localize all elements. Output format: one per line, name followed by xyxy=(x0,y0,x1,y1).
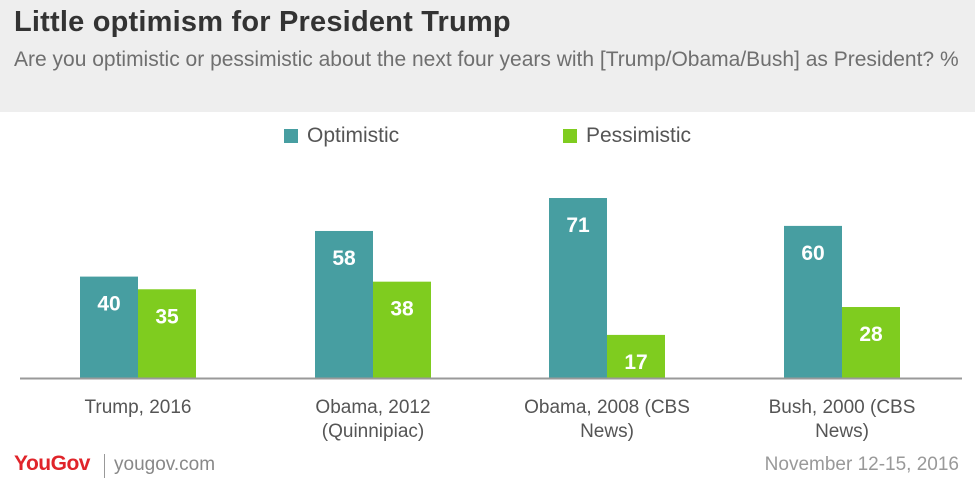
bar-pessimistic-2 xyxy=(607,334,665,378)
chart-subtitle: Are you optimistic or pessimistic about … xyxy=(14,48,959,71)
bar-optimistic-3 xyxy=(784,225,842,378)
legend-label-pessimistic: Pessimistic xyxy=(586,124,692,147)
header-band: Little optimism for President Trump Are … xyxy=(0,0,975,112)
legend-swatch-optimistic xyxy=(284,129,298,143)
data-label-optimistic-3: 60 xyxy=(801,242,824,265)
legend-swatch-pessimistic xyxy=(563,129,577,143)
data-label-pessimistic-1: 38 xyxy=(390,298,414,321)
footer-date: November 12-15, 2016 xyxy=(764,454,959,475)
bar-optimistic-0 xyxy=(80,276,138,378)
data-label-pessimistic-2: 17 xyxy=(624,351,647,374)
x-tick-label-3: Bush, 2000 (CBS News) xyxy=(769,397,916,442)
yougov-logo: YouGov xyxy=(14,452,90,475)
data-label-optimistic-1: 58 xyxy=(332,247,356,270)
data-label-pessimistic-3: 28 xyxy=(859,323,883,346)
chart-title: Little optimism for President Trump xyxy=(14,6,511,38)
footer-divider xyxy=(104,454,105,478)
bar-pessimistic-0 xyxy=(138,289,196,378)
data-label-pessimistic-0: 35 xyxy=(155,305,179,328)
x-tick-label-1: Obama, 2012 (Quinnipiac) xyxy=(315,397,430,442)
bar-optimistic-1 xyxy=(315,230,373,378)
legend-label-optimistic: Optimistic xyxy=(307,124,400,147)
bar-pessimistic-1 xyxy=(373,281,431,378)
x-tick-label-2: Obama, 2008 (CBS News) xyxy=(524,397,690,442)
bar-optimistic-2 xyxy=(549,198,607,378)
bar-pessimistic-3 xyxy=(842,307,900,378)
x-tick-label-0: Trump, 2016 xyxy=(84,397,191,418)
data-label-optimistic-2: 71 xyxy=(566,214,590,237)
footer-url: yougov.com xyxy=(114,454,216,475)
data-label-optimistic-0: 40 xyxy=(97,293,120,316)
